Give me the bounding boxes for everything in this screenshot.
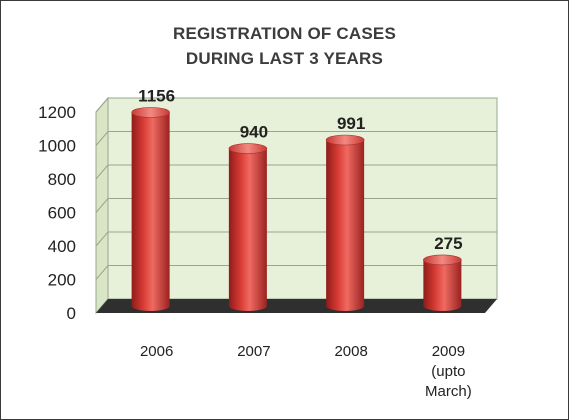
data-label: 991: [337, 114, 365, 133]
x-axis: 2006 2007 2008 2009 (upto March): [140, 343, 472, 400]
data-label: 275: [434, 234, 462, 253]
y-tick-label: 600: [48, 204, 76, 223]
gridline-side: [95, 231, 109, 247]
x-tick-label: 2009: [432, 343, 465, 360]
data-label: 1156: [138, 86, 175, 105]
bar-top: [228, 143, 268, 154]
bar: [325, 134, 365, 311]
data-labels: 1156 940 991 275: [138, 86, 462, 253]
bar-body: [131, 112, 170, 311]
gridline-side: [95, 131, 109, 146]
bar-top: [325, 134, 365, 146]
bar: [131, 107, 170, 311]
bar-top: [423, 254, 462, 266]
x-tick-label: (upto: [431, 363, 465, 380]
y-tick-label: 0: [67, 304, 76, 323]
bar-body: [326, 140, 365, 311]
chart-title-line-2: DURING LAST 3 YEARS: [185, 49, 384, 68]
plot-floor: [96, 299, 497, 313]
y-tick-label: 1200: [38, 103, 76, 122]
bar-body: [228, 148, 267, 311]
y-tick-label: 800: [48, 170, 76, 189]
bar: [228, 143, 268, 311]
bar-body: [423, 259, 462, 311]
x-tick-label: 2007: [237, 343, 270, 360]
data-label: 940: [240, 123, 268, 142]
x-tick-label: 2008: [334, 343, 367, 360]
y-tick-label: 1000: [38, 137, 76, 156]
bar-top: [131, 107, 170, 118]
gridline-side: [95, 97, 109, 113]
gridline-side: [95, 164, 109, 180]
bar: [423, 254, 462, 311]
bars: [131, 107, 462, 311]
gridline-side: [95, 198, 109, 213]
y-tick-label: 200: [48, 271, 76, 290]
chart-title-line-1: REGISTRATION OF CASES: [172, 24, 396, 43]
y-axis: 0 200 400 600 800 1000 1200: [38, 103, 76, 323]
y-tick-label: 400: [48, 237, 76, 256]
gridline-side: [95, 265, 109, 280]
floor: [96, 299, 497, 313]
x-tick-label: 2006: [140, 343, 173, 360]
x-tick-label: March): [425, 383, 472, 400]
